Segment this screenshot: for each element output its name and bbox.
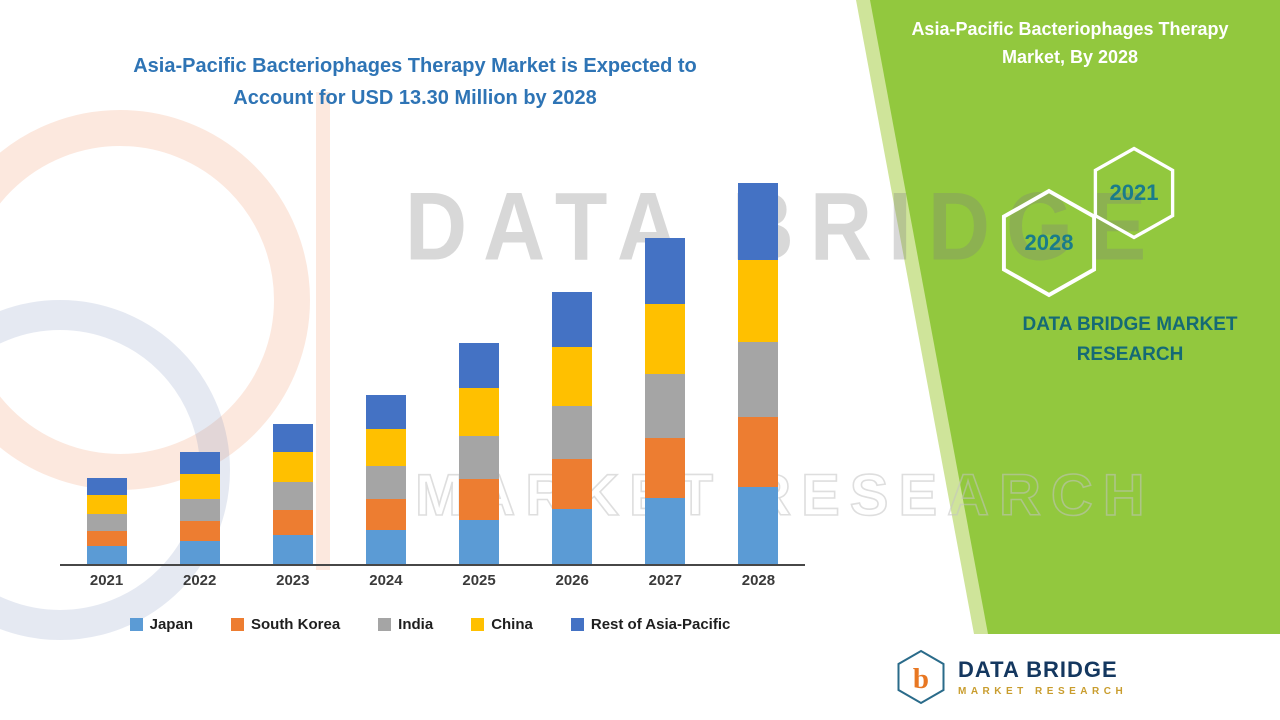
footer-logo-text: DATA BRIDGE MARKET RESEARCH xyxy=(958,657,1127,697)
watermark-subtitle: MARKET RESEARCH xyxy=(414,455,1280,540)
bar-segment-south-korea-2026 xyxy=(552,458,593,509)
bar-segment-china-2027 xyxy=(645,304,686,375)
bar-segment-india-2028 xyxy=(738,342,779,417)
hexagon-2021-label: 2021 xyxy=(1109,180,1159,205)
bar-segment-india-2021 xyxy=(86,513,127,531)
bar-segment-india-2025 xyxy=(459,435,500,479)
bar-segment-china-2025 xyxy=(459,387,500,436)
bar-segment-japan-2022 xyxy=(179,541,220,564)
bar-segment-south-korea-2022 xyxy=(179,520,220,542)
bar-segment-japan-2025 xyxy=(459,519,500,564)
legend-label-south-korea: South Korea xyxy=(250,616,341,633)
bar-segment-india-2024 xyxy=(365,465,406,499)
bar-segment-rest-of-asia-pacific-2026 xyxy=(552,291,593,348)
bar-segment-south-korea-2024 xyxy=(365,498,406,530)
x-axis-label-2028: 2028 xyxy=(741,572,776,589)
databridge-logo-icon: b xyxy=(897,649,945,705)
x-axis-label-2027: 2027 xyxy=(648,572,682,589)
x-axis-label-2025: 2025 xyxy=(462,572,496,589)
x-axis-labels: 2021 2022 2023 2024 2025 2026 2027 2028 xyxy=(60,572,805,589)
legend-item-china: China xyxy=(471,616,533,633)
legend-label-india: India xyxy=(398,616,434,633)
bar-segment-south-korea-2023 xyxy=(272,509,313,536)
bar-segment-china-2028 xyxy=(738,260,779,342)
hexagon-2028-label: 2028 xyxy=(1024,230,1074,255)
bar-segment-south-korea-2021 xyxy=(86,530,127,547)
legend-swatch-japan xyxy=(129,618,143,631)
x-axis-label-2021: 2021 xyxy=(89,572,124,589)
bar-segment-japan-2023 xyxy=(272,535,313,564)
side-panel-title: Asia-Pacific Bacteriophages Therapy Mark… xyxy=(911,19,1229,67)
bar-segment-japan-2026 xyxy=(552,509,593,564)
x-axis-label-2026: 2026 xyxy=(555,572,589,589)
bar-segment-china-2022 xyxy=(179,474,220,499)
x-axis-label-2023: 2023 xyxy=(276,572,310,589)
watermark-subtitle-text: MARKET RESEARCH xyxy=(415,463,1155,528)
hexagon-2028: 2028 xyxy=(1000,188,1098,298)
footer-logo-panel: b DATA BRIDGE MARKET RESEARCH xyxy=(870,634,1280,720)
bar-segment-rest-of-asia-pacific-2027 xyxy=(645,237,686,305)
bar-segment-india-2023 xyxy=(272,482,313,510)
legend-swatch-china xyxy=(471,618,485,631)
bar-segment-rest-of-asia-pacific-2021 xyxy=(86,478,127,496)
bar-segment-rest-of-asia-pacific-2028 xyxy=(738,183,779,261)
bar-segment-china-2024 xyxy=(365,429,406,466)
x-axis-label-2024: 2024 xyxy=(369,572,403,589)
brand-text-line2: RESEARCH xyxy=(1076,344,1184,366)
bar-segment-south-korea-2025 xyxy=(459,478,500,520)
chart-legend: Japan South Korea India China Rest of Asia-P… xyxy=(50,616,810,633)
legend-swatch-south-korea xyxy=(230,618,244,631)
bar-segment-south-korea-2027 xyxy=(645,437,686,499)
brand-text-line1: DATA BRIDGE MARKET xyxy=(1022,314,1238,335)
legend-swatch-rest-of-asia-pacific xyxy=(570,618,584,631)
databridge-logo-monogram: b xyxy=(913,663,929,695)
bar-segment-japan-2021 xyxy=(86,546,127,564)
hexagon-2021-outline xyxy=(1093,146,1175,240)
footer-logo-tagline: MARKET RESEARCH xyxy=(958,686,1128,697)
bar-segment-japan-2028 xyxy=(738,486,779,564)
legend-item-rest-of-asia-pacific: Rest of Asia-Pacific xyxy=(570,616,731,633)
legend-swatch-india xyxy=(378,618,392,631)
bar-segment-japan-2027 xyxy=(645,498,686,564)
brand-text: DATA BRIDGE MARKET RESEARCH xyxy=(985,310,1275,371)
bar-segment-china-2021 xyxy=(86,495,127,514)
bar-segment-rest-of-asia-pacific-2023 xyxy=(272,423,313,453)
chart-title: Asia-Pacific Bacteriophages Therapy Mark… xyxy=(133,55,697,109)
watermark-logo-stem xyxy=(316,92,330,570)
hexagon-2021: 2021 xyxy=(1092,146,1176,240)
legend-item-japan: Japan xyxy=(129,616,193,633)
bar-segment-rest-of-asia-pacific-2025 xyxy=(459,343,500,388)
bar-segment-china-2026 xyxy=(552,347,593,406)
legend-label-japan: Japan xyxy=(149,616,193,633)
bar-segment-japan-2024 xyxy=(365,529,406,564)
bar-segment-india-2022 xyxy=(179,498,220,521)
footer-logo-name: DATA BRIDGE xyxy=(958,657,1118,682)
bar-segment-india-2027 xyxy=(645,374,686,438)
bar-segment-rest-of-asia-pacific-2024 xyxy=(365,395,406,430)
bar-segment-south-korea-2028 xyxy=(738,416,779,487)
stacked-bar-chart xyxy=(60,120,805,566)
bar-segment-china-2023 xyxy=(272,452,313,483)
legend-label-rest-of-asia-pacific: Rest of Asia-Pacific xyxy=(590,616,731,633)
legend-item-india: India xyxy=(378,616,433,633)
legend-label-china: China xyxy=(491,616,533,633)
bar-segment-india-2026 xyxy=(552,405,593,459)
x-axis-label-2022: 2022 xyxy=(183,572,217,589)
bar-segment-rest-of-asia-pacific-2022 xyxy=(179,452,220,475)
legend-item-south-korea: South Korea xyxy=(230,616,341,633)
